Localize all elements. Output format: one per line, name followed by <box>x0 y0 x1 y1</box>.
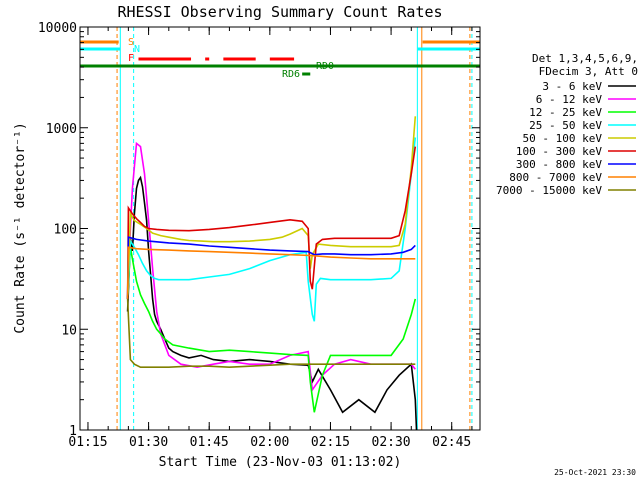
flag-bars: SNF RD0 RD6 <box>80 37 480 80</box>
x-tick-label: 02:15 <box>311 435 350 450</box>
series-line-8 <box>126 298 416 369</box>
x-tick-label: 01:30 <box>129 435 168 450</box>
series-line-2 <box>126 247 417 413</box>
timestamp: 25-Oct-2021 23:30 <box>554 468 636 477</box>
legend-header-line: Det 1,3,4,5,6,9, <box>532 52 638 65</box>
flag-label-rd6: RD6 <box>282 69 300 80</box>
x-axis-label: Start Time (23-Nov-03 01:13:02) <box>159 455 402 470</box>
series-line-3 <box>126 137 417 322</box>
legend-label: 100 - 300 keV <box>516 145 602 158</box>
flag-label-rd0: RD0 <box>316 61 334 72</box>
x-tick-label: 01:15 <box>68 435 107 450</box>
series-line-5 <box>126 146 417 299</box>
x-tick-label: 01:45 <box>190 435 229 450</box>
flag-label-s: S <box>128 37 134 48</box>
legend: Det 1,3,4,5,6,9,FDecim 3, Att 0 3 - 6 keV… <box>496 52 638 197</box>
flag-label-n: N <box>134 44 140 55</box>
flag-label-f: F <box>128 53 134 64</box>
legend-label: 800 - 7000 keV <box>509 171 602 184</box>
legend-label: 25 - 50 keV <box>529 119 602 132</box>
x-tick-label: 02:45 <box>432 435 471 450</box>
y-tick-label: 1 <box>69 424 77 439</box>
series-line-7 <box>126 246 416 299</box>
chart-title: RHESSI Observing Summary Count Rates <box>117 3 442 21</box>
x-tick-label: 02:30 <box>372 435 411 450</box>
shading-layer <box>116 27 473 430</box>
series-line-0 <box>126 175 418 430</box>
legend-label: 50 - 100 keV <box>523 132 603 145</box>
series-line-4 <box>126 116 417 299</box>
legend-label: 300 - 800 keV <box>516 158 602 171</box>
y-tick-label: 10000 <box>38 21 77 36</box>
legend-header-line: FDecim 3, Att 0 <box>539 65 638 78</box>
legend-label: 6 - 12 keV <box>536 93 603 106</box>
series-layer <box>126 116 418 430</box>
x-axis: 01:15 01:30 01:45 02:00 02:15 02:30 02:45 <box>68 27 473 450</box>
y-axis: 1 10 100 1000 10000 <box>38 21 480 439</box>
series-line-6 <box>126 236 416 299</box>
series-line-1 <box>126 141 416 393</box>
y-tick-label: 100 <box>54 223 77 238</box>
x-tick-label: 02:00 <box>250 435 289 450</box>
y-tick-label: 1000 <box>46 122 77 137</box>
legend-label: 7000 - 15000 keV <box>496 184 602 197</box>
y-tick-label: 10 <box>61 323 77 338</box>
legend-label: 12 - 25 keV <box>529 106 602 119</box>
y-axis-label: Count Rate (s⁻¹ detector⁻¹) <box>13 122 28 333</box>
legend-label: 3 - 6 keV <box>542 80 602 93</box>
